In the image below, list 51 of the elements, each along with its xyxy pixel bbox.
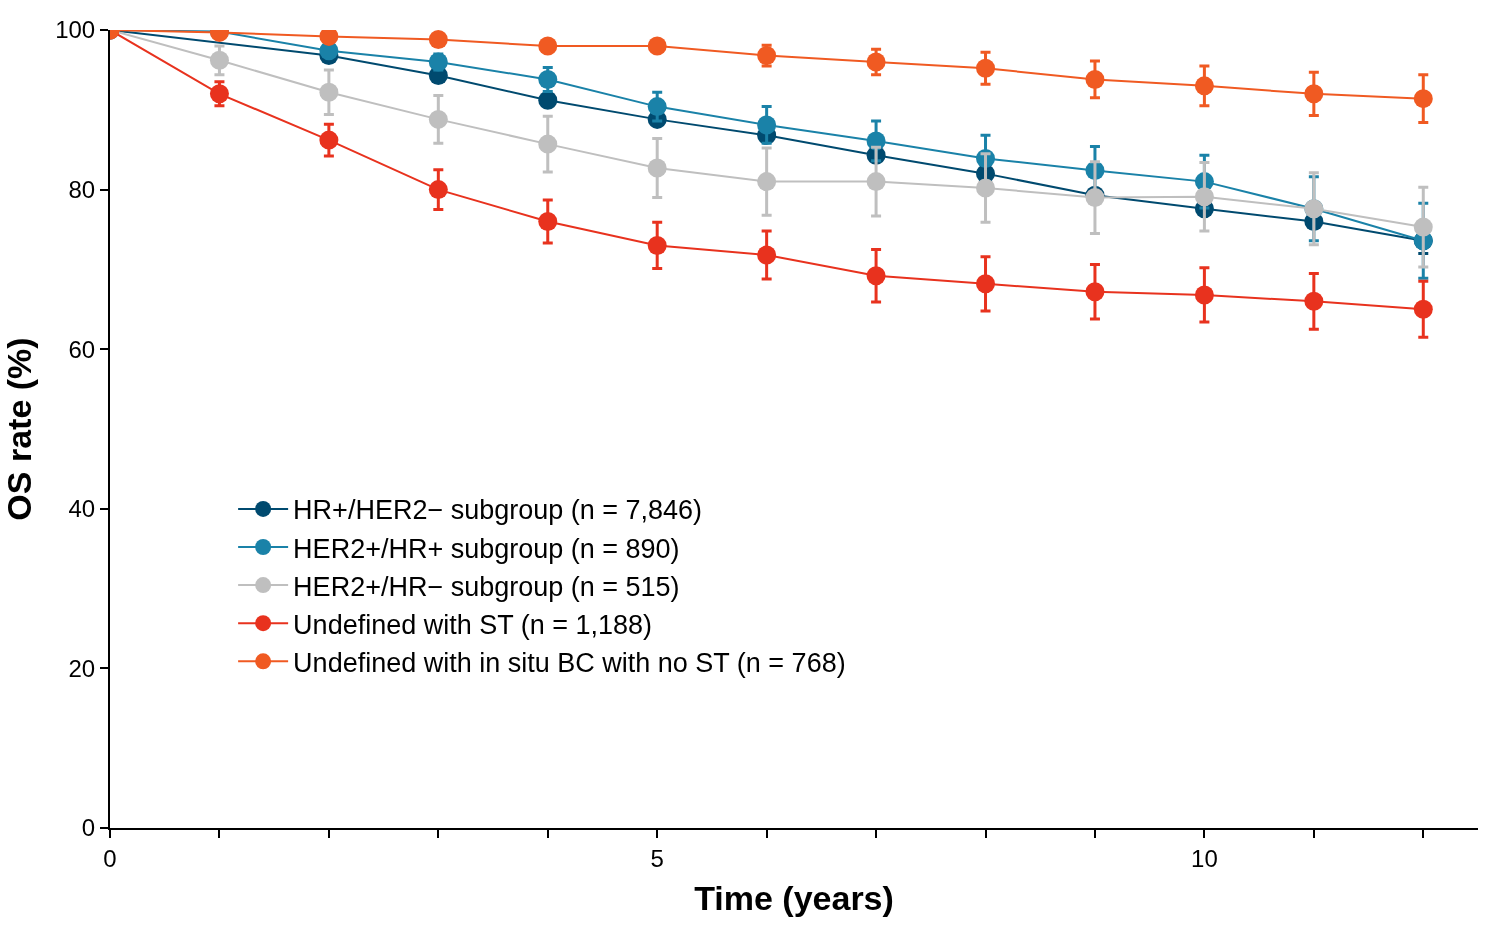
point: [538, 69, 558, 89]
point: [1194, 76, 1214, 96]
point: [1085, 69, 1105, 89]
point: [1304, 291, 1324, 311]
point: [538, 90, 558, 110]
point: [1304, 84, 1324, 104]
x-axis-title: Time (years): [694, 878, 894, 917]
point: [428, 109, 448, 129]
point: [647, 97, 667, 117]
point: [1413, 89, 1433, 109]
point: [757, 172, 777, 192]
point: [1413, 217, 1433, 237]
y-tick-label: 60: [68, 335, 96, 363]
y-tick-label: 0: [81, 814, 96, 842]
legend-label: HER2+/HR+ subgroup (n = 890): [293, 533, 680, 564]
legend-label: Undefined with ST (n = 1,188): [293, 609, 653, 640]
legend-label: HER2+/HR− subgroup (n = 515): [293, 571, 680, 602]
point: [1194, 285, 1214, 305]
y-tick-label: 20: [68, 654, 96, 682]
point: [976, 274, 996, 294]
point: [1413, 299, 1433, 319]
point: [866, 266, 886, 286]
y-tick-label: 40: [68, 495, 96, 523]
point: [647, 235, 667, 255]
point: [428, 30, 448, 50]
point: [976, 178, 996, 198]
point: [866, 172, 886, 192]
point: [538, 212, 558, 232]
point: [209, 50, 229, 70]
point: [209, 84, 229, 104]
point: [757, 115, 777, 135]
point: [1085, 282, 1105, 302]
point: [538, 36, 558, 56]
point: [319, 130, 339, 150]
point: [757, 245, 777, 265]
x-tick-label: 5: [650, 844, 664, 872]
y-axis-title: OS rate (%): [0, 337, 38, 521]
legend-label: Undefined with in situ BC with no ST (n = 768): [293, 647, 846, 678]
x-tick-label: 10: [1191, 844, 1218, 872]
legend-label: HR+/HER2− subgroup (n = 7,846): [293, 495, 703, 526]
y-tick-label: 80: [68, 176, 96, 203]
point: [976, 58, 996, 78]
y-tick-label: 100: [55, 16, 96, 44]
point: [1194, 187, 1214, 207]
point: [319, 82, 339, 102]
point: [647, 158, 667, 178]
point: [428, 180, 448, 200]
x-tick-label: 0: [103, 844, 117, 872]
point: [538, 134, 558, 154]
point: [866, 52, 886, 72]
point: [647, 36, 667, 56]
